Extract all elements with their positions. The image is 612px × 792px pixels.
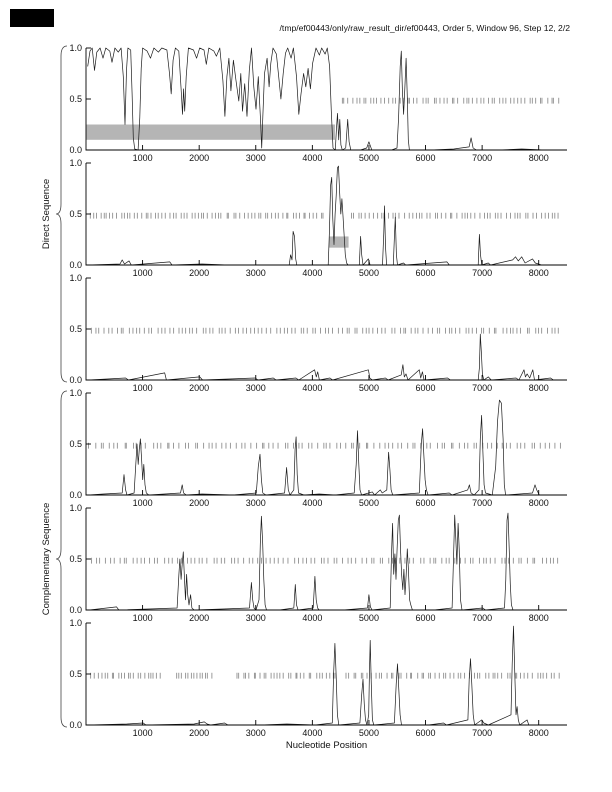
y-tick-label: 0.5 xyxy=(69,439,82,449)
x-tick-label: 6000 xyxy=(416,268,436,278)
x-tick-label: 3000 xyxy=(246,498,266,508)
complementary-sequence-label: Complementary Sequence xyxy=(41,503,52,615)
gene-prediction-box xyxy=(329,236,349,248)
panel-complementary-frame-1: 0.0 0.5 1.0 1000 2000 3000 4000 5000 6000 7000 800… xyxy=(69,388,567,508)
x-tick-label: 2000 xyxy=(189,268,209,278)
x-tick-label: 6000 xyxy=(416,498,436,508)
complementary-group-brace xyxy=(55,390,68,728)
y-tick-label: 0.5 xyxy=(69,209,82,219)
x-tick-label: 5000 xyxy=(359,498,379,508)
probability-curve xyxy=(88,333,565,381)
y-tick-label: 1.0 xyxy=(69,273,82,283)
x-tick-label: 2000 xyxy=(189,383,209,393)
x-tick-label: 2000 xyxy=(189,613,209,623)
x-tick-label: 1000 xyxy=(133,153,153,163)
x-tick-label: 1000 xyxy=(133,728,153,738)
x-tick-label: 8000 xyxy=(529,728,549,738)
probability-curve xyxy=(87,47,565,151)
x-tick-label: 6000 xyxy=(416,728,436,738)
gene-prediction-box xyxy=(86,124,335,140)
x-tick-label: 2000 xyxy=(189,153,209,163)
x-tick-label: 4000 xyxy=(302,613,322,623)
x-tick-label: 1000 xyxy=(133,498,153,508)
x-axis-title: Nucleotide Position xyxy=(286,740,367,751)
y-tick-label: 1.0 xyxy=(69,43,82,53)
x-tick-label: 6000 xyxy=(416,613,436,623)
x-tick-label: 3000 xyxy=(246,268,266,278)
x-tick-label: 3000 xyxy=(246,728,266,738)
probability-curve xyxy=(89,512,565,611)
x-tick-label: 4000 xyxy=(302,153,322,163)
panel-complementary-frame-2: 0.0 0.5 1.0 1000 2000 3000 4000 5000 6000 7000 800… xyxy=(69,503,567,623)
y-tick-label: 1.0 xyxy=(69,503,82,513)
y-tick-label: 0.0 xyxy=(69,260,82,270)
x-tick-label: 2000 xyxy=(189,728,209,738)
panel-direct-frame-1: 0.0 0.5 1.0 1000 2000 3000 4000 5000 6000 7000 800… xyxy=(69,43,567,163)
x-tick-label: 6000 xyxy=(416,153,436,163)
y-tick-label: 0.0 xyxy=(69,605,82,615)
panel-complementary-frame-3: 0.0 0.5 1.0 1000 2000 3000 4000 5000 6000 7000 800… xyxy=(69,618,567,738)
x-tick-label: 3000 xyxy=(246,613,266,623)
x-tick-label: 3000 xyxy=(246,383,266,393)
x-tick-label: 5000 xyxy=(359,153,379,163)
plot-title: /tmp/ef00443/only/raw_result_dir/ef00443… xyxy=(280,23,571,33)
x-tick-label: 1000 xyxy=(133,613,153,623)
corner-mark xyxy=(10,9,54,27)
x-tick-label: 4000 xyxy=(302,383,322,393)
x-tick-label: 3000 xyxy=(246,153,266,163)
y-tick-label: 0.0 xyxy=(69,375,82,385)
x-tick-label: 5000 xyxy=(359,728,379,738)
probability-curve xyxy=(88,165,565,266)
y-tick-label: 1.0 xyxy=(69,388,82,398)
direct-group-brace xyxy=(55,45,68,383)
y-tick-label: 1.0 xyxy=(69,158,82,168)
x-tick-label: 5000 xyxy=(359,613,379,623)
x-tick-label: 8000 xyxy=(529,613,549,623)
x-tick-label: 7000 xyxy=(472,498,492,508)
y-tick-label: 0.0 xyxy=(69,720,82,730)
direct-sequence-label: Direct Sequence xyxy=(41,179,52,249)
x-tick-label: 8000 xyxy=(529,268,549,278)
x-tick-label: 2000 xyxy=(189,498,209,508)
x-tick-label: 7000 xyxy=(472,268,492,278)
x-tick-label: 8000 xyxy=(529,383,549,393)
x-tick-label: 1000 xyxy=(133,383,153,393)
x-tick-label: 8000 xyxy=(529,498,549,508)
panel-direct-frame-3: 0.0 0.5 1.0 1000 2000 3000 4000 5000 6000 7000 800… xyxy=(69,273,567,393)
probability-curve xyxy=(88,399,565,496)
x-tick-label: 4000 xyxy=(302,498,322,508)
x-tick-label: 4000 xyxy=(302,728,322,738)
x-tick-label: 7000 xyxy=(472,383,492,393)
y-tick-label: 0.5 xyxy=(69,94,82,104)
panel-direct-frame-2: 0.0 0.5 1.0 1000 2000 3000 4000 5000 6000 7000 800… xyxy=(69,158,567,278)
y-tick-label: 0.0 xyxy=(69,490,82,500)
x-tick-label: 7000 xyxy=(472,728,492,738)
y-tick-label: 0.5 xyxy=(69,669,82,679)
x-tick-label: 5000 xyxy=(359,268,379,278)
x-tick-label: 6000 xyxy=(416,383,436,393)
y-tick-label: 0.5 xyxy=(69,324,82,334)
x-tick-label: 4000 xyxy=(302,268,322,278)
x-tick-label: 7000 xyxy=(472,613,492,623)
y-tick-label: 0.5 xyxy=(69,554,82,564)
x-tick-label: 1000 xyxy=(133,268,153,278)
x-tick-label: 8000 xyxy=(529,153,549,163)
x-tick-label: 7000 xyxy=(472,153,492,163)
x-tick-label: 5000 xyxy=(359,383,379,393)
y-tick-label: 1.0 xyxy=(69,618,82,628)
y-tick-label: 0.0 xyxy=(69,145,82,155)
